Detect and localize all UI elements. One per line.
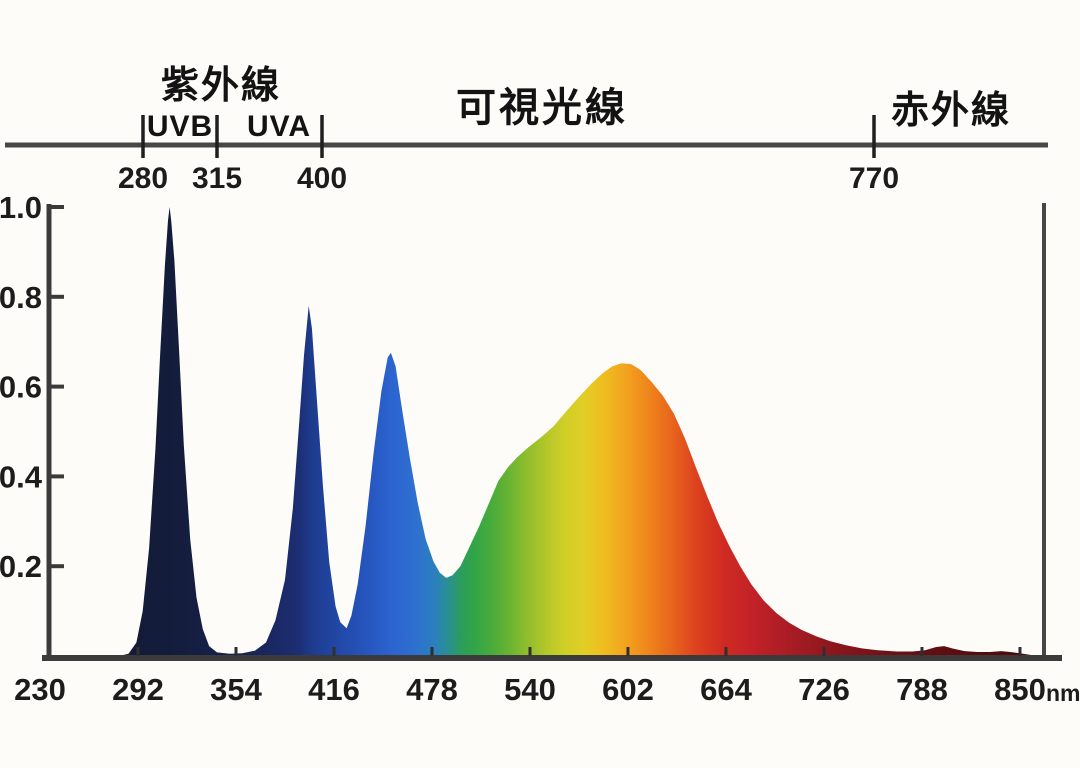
x-axis-tick-label: 726: [798, 672, 850, 707]
x-axis-tick-label: 788: [896, 672, 948, 707]
y-axis-tick-label: 1.0: [0, 190, 42, 225]
top-scale-tick-label: 400: [297, 162, 347, 195]
band-label-uvb: UVB: [146, 110, 214, 143]
top-scale-tick-label: 315: [192, 162, 242, 195]
band-label-ultraviolet: 紫外線: [160, 65, 282, 107]
band-label-infrared: 赤外線: [890, 90, 1012, 132]
x-axis-tick-label: 416: [308, 672, 360, 707]
y-axis-tick-label: 0.2: [0, 549, 42, 584]
y-axis-tick-label: 0.4: [0, 459, 43, 494]
x-axis-tick-label: 354: [210, 672, 262, 707]
x-axis-tick-label: 478: [406, 672, 458, 707]
band-label-uva: UVA: [246, 110, 312, 143]
x-axis-tick-label: 664: [700, 672, 752, 707]
x-axis-tick-label: 230: [14, 672, 66, 707]
x-axis-tick-label: 850: [994, 672, 1046, 707]
x-axis-tick-label: 602: [602, 672, 654, 707]
x-axis-tick-label: 292: [112, 672, 164, 707]
top-scale-tick-label: 770: [849, 162, 899, 195]
spectrum-curve: [40, 207, 1038, 656]
y-axis-tick-label: 0.8: [0, 280, 42, 315]
band-label-visible-light: 可視光線: [456, 86, 628, 130]
top-scale-tick-label: 280: [118, 162, 168, 195]
x-axis-tick-label: 540: [504, 672, 556, 707]
x-axis-unit: nm: [1046, 680, 1080, 706]
y-axis-tick-label: 0.6: [0, 370, 42, 405]
